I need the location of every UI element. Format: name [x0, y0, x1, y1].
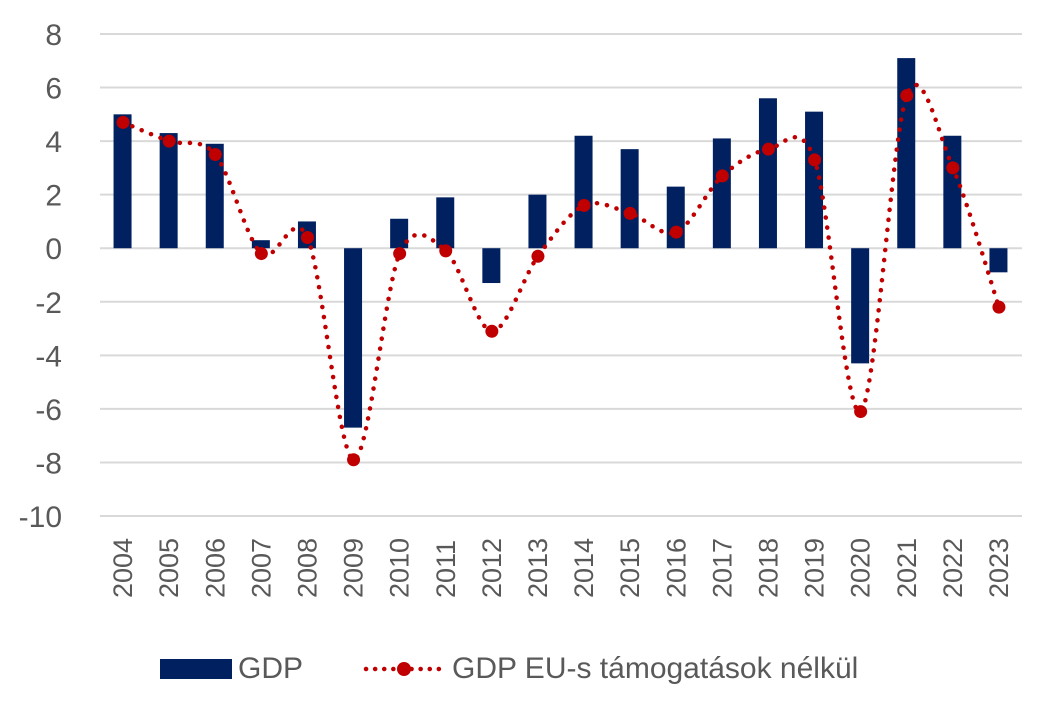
y-axis-ticks: 8 6 4 2 0 -2 -4 -6 -8 -10 [19, 19, 62, 534]
point-gdp-without-eu-2016 [669, 225, 683, 239]
bar-gdp-2016 [666, 186, 685, 249]
point-gdp-without-eu-2011 [439, 244, 453, 258]
x-tick-label: 2017 [707, 538, 737, 598]
y-tick-label: 2 [45, 180, 62, 213]
x-axis-ticks: 2004 2005 2006 2007 2008 2009 2010 2011 2012 2013… [108, 538, 1014, 598]
x-tick-label: 2013 [523, 538, 553, 598]
point-gdp-without-eu-2009 [347, 453, 361, 467]
y-tick-label: -8 [35, 447, 62, 480]
point-gdp-without-eu-2004 [116, 115, 130, 129]
point-gdp-without-eu-2014 [577, 198, 591, 212]
bar-gdp-2013 [528, 194, 547, 249]
point-gdp-without-eu-2013 [531, 249, 545, 263]
bar-gdp-2009 [344, 248, 363, 428]
bar-gdp-2020 [851, 248, 870, 364]
x-tick-label: 2012 [477, 538, 507, 598]
point-gdp-without-eu-2015 [623, 206, 637, 220]
legend-item-gdp-without-eu[interactable]: GDP EU-s támogatások nélkül [362, 645, 858, 693]
bar-gdp-2018 [758, 98, 777, 249]
x-tick-label: 2015 [615, 538, 645, 598]
legend-label-gdp-without-eu: GDP EU-s támogatások nélkül [452, 652, 859, 685]
bar-gdp-2012 [482, 248, 501, 284]
bar-gdp-2023 [989, 248, 1008, 273]
x-tick-label: 2005 [154, 538, 184, 598]
point-gdp-without-eu-2021 [900, 89, 914, 103]
x-tick-label: 2023 [984, 538, 1014, 598]
x-tick-label: 2010 [385, 538, 415, 598]
point-gdp-without-eu-2023 [992, 300, 1006, 314]
gdp-without-eu-line [116, 82, 1006, 467]
bar-gdp-2021 [897, 58, 916, 249]
point-gdp-without-eu-2022 [946, 161, 960, 175]
y-tick-label: -2 [35, 287, 62, 320]
point-gdp-without-eu-2006 [208, 148, 222, 161]
x-tick-label: 2018 [753, 538, 783, 598]
legend-swatch-bar [160, 659, 232, 679]
point-gdp-without-eu-2012 [485, 324, 499, 338]
x-tick-label: 2014 [569, 538, 599, 598]
y-tick-label: -10 [19, 501, 62, 534]
gridlines [100, 33, 1022, 517]
bar-gdp-2004 [113, 114, 132, 249]
legend-item-gdp[interactable]: GDP [160, 645, 303, 693]
bar-gdp-2005 [159, 133, 178, 249]
legend-label-gdp: GDP [238, 652, 304, 685]
x-tick-label: 2011 [431, 540, 461, 598]
y-tick-label: 4 [45, 126, 62, 159]
bar-gdp-2017 [712, 138, 731, 249]
point-gdp-without-eu-2017 [715, 169, 729, 183]
point-gdp-without-eu-2019 [808, 153, 822, 167]
point-gdp-without-eu-2010 [393, 247, 407, 261]
point-gdp-without-eu-2007 [254, 247, 268, 261]
x-tick-label: 2016 [661, 538, 691, 598]
y-tick-label: -4 [35, 340, 62, 373]
gdp-bars [113, 58, 1008, 428]
point-gdp-without-eu-2020 [854, 405, 868, 419]
line-gdp-without-eu [120, 82, 1002, 463]
x-tick-label: 2019 [800, 538, 830, 598]
x-tick-label: 2020 [846, 538, 876, 598]
point-gdp-without-eu-2005 [162, 134, 176, 148]
x-tick-label: 2007 [246, 538, 276, 598]
bar-gdp-2011 [436, 197, 455, 249]
y-tick-label: -6 [35, 394, 62, 427]
y-tick-label: 0 [45, 233, 62, 266]
x-tick-label: 2004 [108, 538, 138, 598]
bar-gdp-2007 [251, 240, 270, 249]
bar-gdp-2010 [390, 218, 409, 249]
x-tick-label: 2022 [938, 538, 968, 598]
bar-gdp-2014 [574, 135, 593, 249]
bar-gdp-2019 [805, 111, 824, 249]
legend-swatch-line [363, 662, 446, 676]
bar-gdp-2022 [943, 135, 962, 249]
x-tick-label: 2021 [892, 538, 922, 598]
x-tick-label: 2008 [292, 538, 322, 598]
point-gdp-without-eu-2008 [300, 231, 314, 245]
point-gdp-without-eu-2018 [761, 142, 775, 156]
x-tick-label: 2009 [339, 538, 369, 598]
legend: GDP GDP EU-s támogatások nélkül [0, 645, 1050, 695]
y-tick-label: 8 [45, 19, 62, 52]
bar-gdp-2015 [620, 149, 639, 249]
y-tick-label: 6 [45, 73, 62, 106]
bar-gdp-2006 [205, 143, 224, 249]
x-tick-label: 2006 [200, 538, 230, 598]
